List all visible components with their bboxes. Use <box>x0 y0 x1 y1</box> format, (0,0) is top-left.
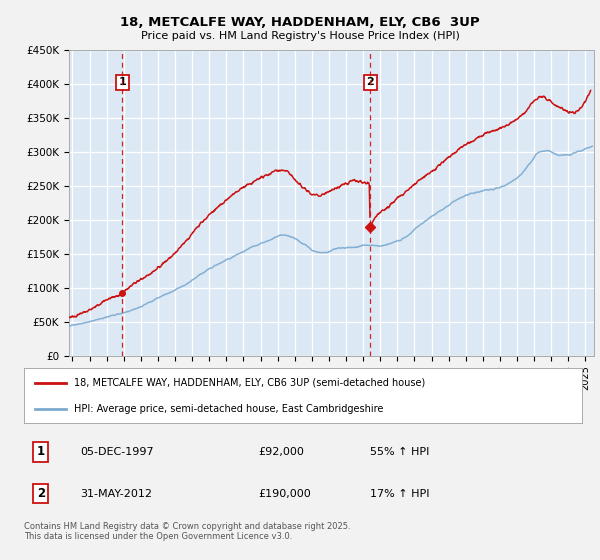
Text: 18, METCALFE WAY, HADDENHAM, ELY, CB6  3UP: 18, METCALFE WAY, HADDENHAM, ELY, CB6 3U… <box>120 16 480 29</box>
Text: 1: 1 <box>118 77 126 87</box>
Text: Price paid vs. HM Land Registry's House Price Index (HPI): Price paid vs. HM Land Registry's House … <box>140 31 460 41</box>
Text: 05-DEC-1997: 05-DEC-1997 <box>80 447 154 457</box>
Text: 2: 2 <box>37 487 45 500</box>
Text: 55% ↑ HPI: 55% ↑ HPI <box>370 447 430 457</box>
Text: 2: 2 <box>367 77 374 87</box>
Text: £190,000: £190,000 <box>259 488 311 498</box>
Text: HPI: Average price, semi-detached house, East Cambridgeshire: HPI: Average price, semi-detached house,… <box>74 404 383 414</box>
Text: 18, METCALFE WAY, HADDENHAM, ELY, CB6 3UP (semi-detached house): 18, METCALFE WAY, HADDENHAM, ELY, CB6 3U… <box>74 378 425 388</box>
Text: 31-MAY-2012: 31-MAY-2012 <box>80 488 152 498</box>
Text: £92,000: £92,000 <box>259 447 304 457</box>
Text: 17% ↑ HPI: 17% ↑ HPI <box>370 488 430 498</box>
Text: Contains HM Land Registry data © Crown copyright and database right 2025.
This d: Contains HM Land Registry data © Crown c… <box>24 522 350 542</box>
Text: 1: 1 <box>37 445 45 458</box>
